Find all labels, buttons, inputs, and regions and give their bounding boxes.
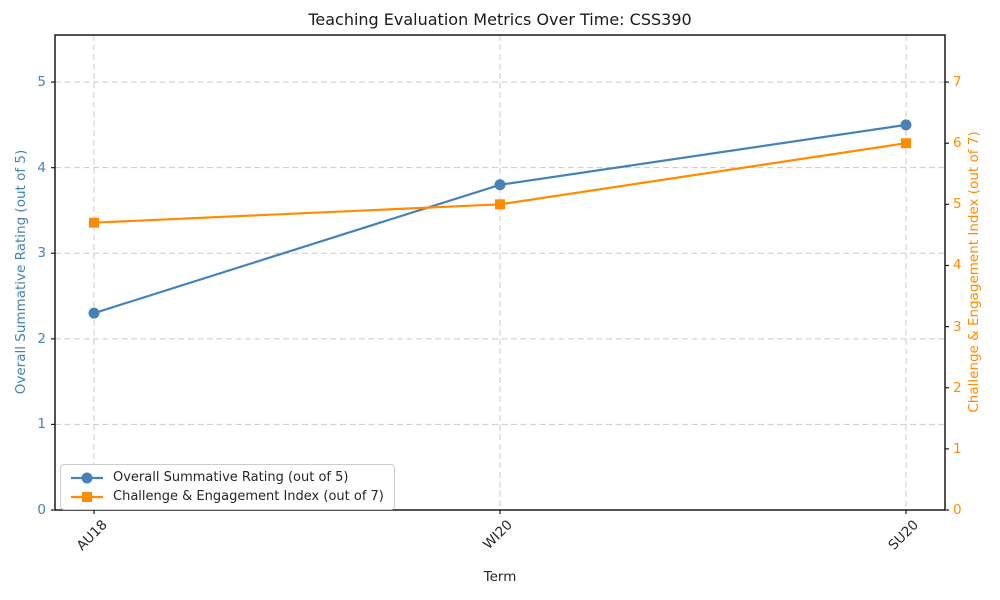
legend-sample-marker (82, 491, 92, 502)
series-right (89, 138, 911, 228)
data-point-marker (88, 307, 100, 319)
series-left (88, 119, 912, 319)
legend-item: Challenge & Engagement Index (out of 7) (69, 488, 384, 505)
data-point-marker (901, 138, 911, 149)
data-point-marker (494, 179, 506, 191)
legend: Overall Summative Rating (out of 5) Chal… (60, 464, 395, 510)
gridlines (55, 35, 945, 510)
legend-line-circle-marker-icon (71, 472, 103, 483)
legend-label: Overall Summative Rating (out of 5) (113, 470, 349, 485)
data-point-marker (495, 199, 505, 210)
legend-sample-marker (81, 472, 93, 483)
data-point-marker (89, 217, 99, 228)
legend-item: Overall Summative Rating (out of 5) (69, 469, 384, 486)
tick-marks (51, 81, 949, 514)
legend-line-square-marker-icon (71, 491, 103, 502)
data-point-marker (900, 119, 912, 131)
legend-label: Challenge & Engagement Index (out of 7) (113, 489, 384, 504)
